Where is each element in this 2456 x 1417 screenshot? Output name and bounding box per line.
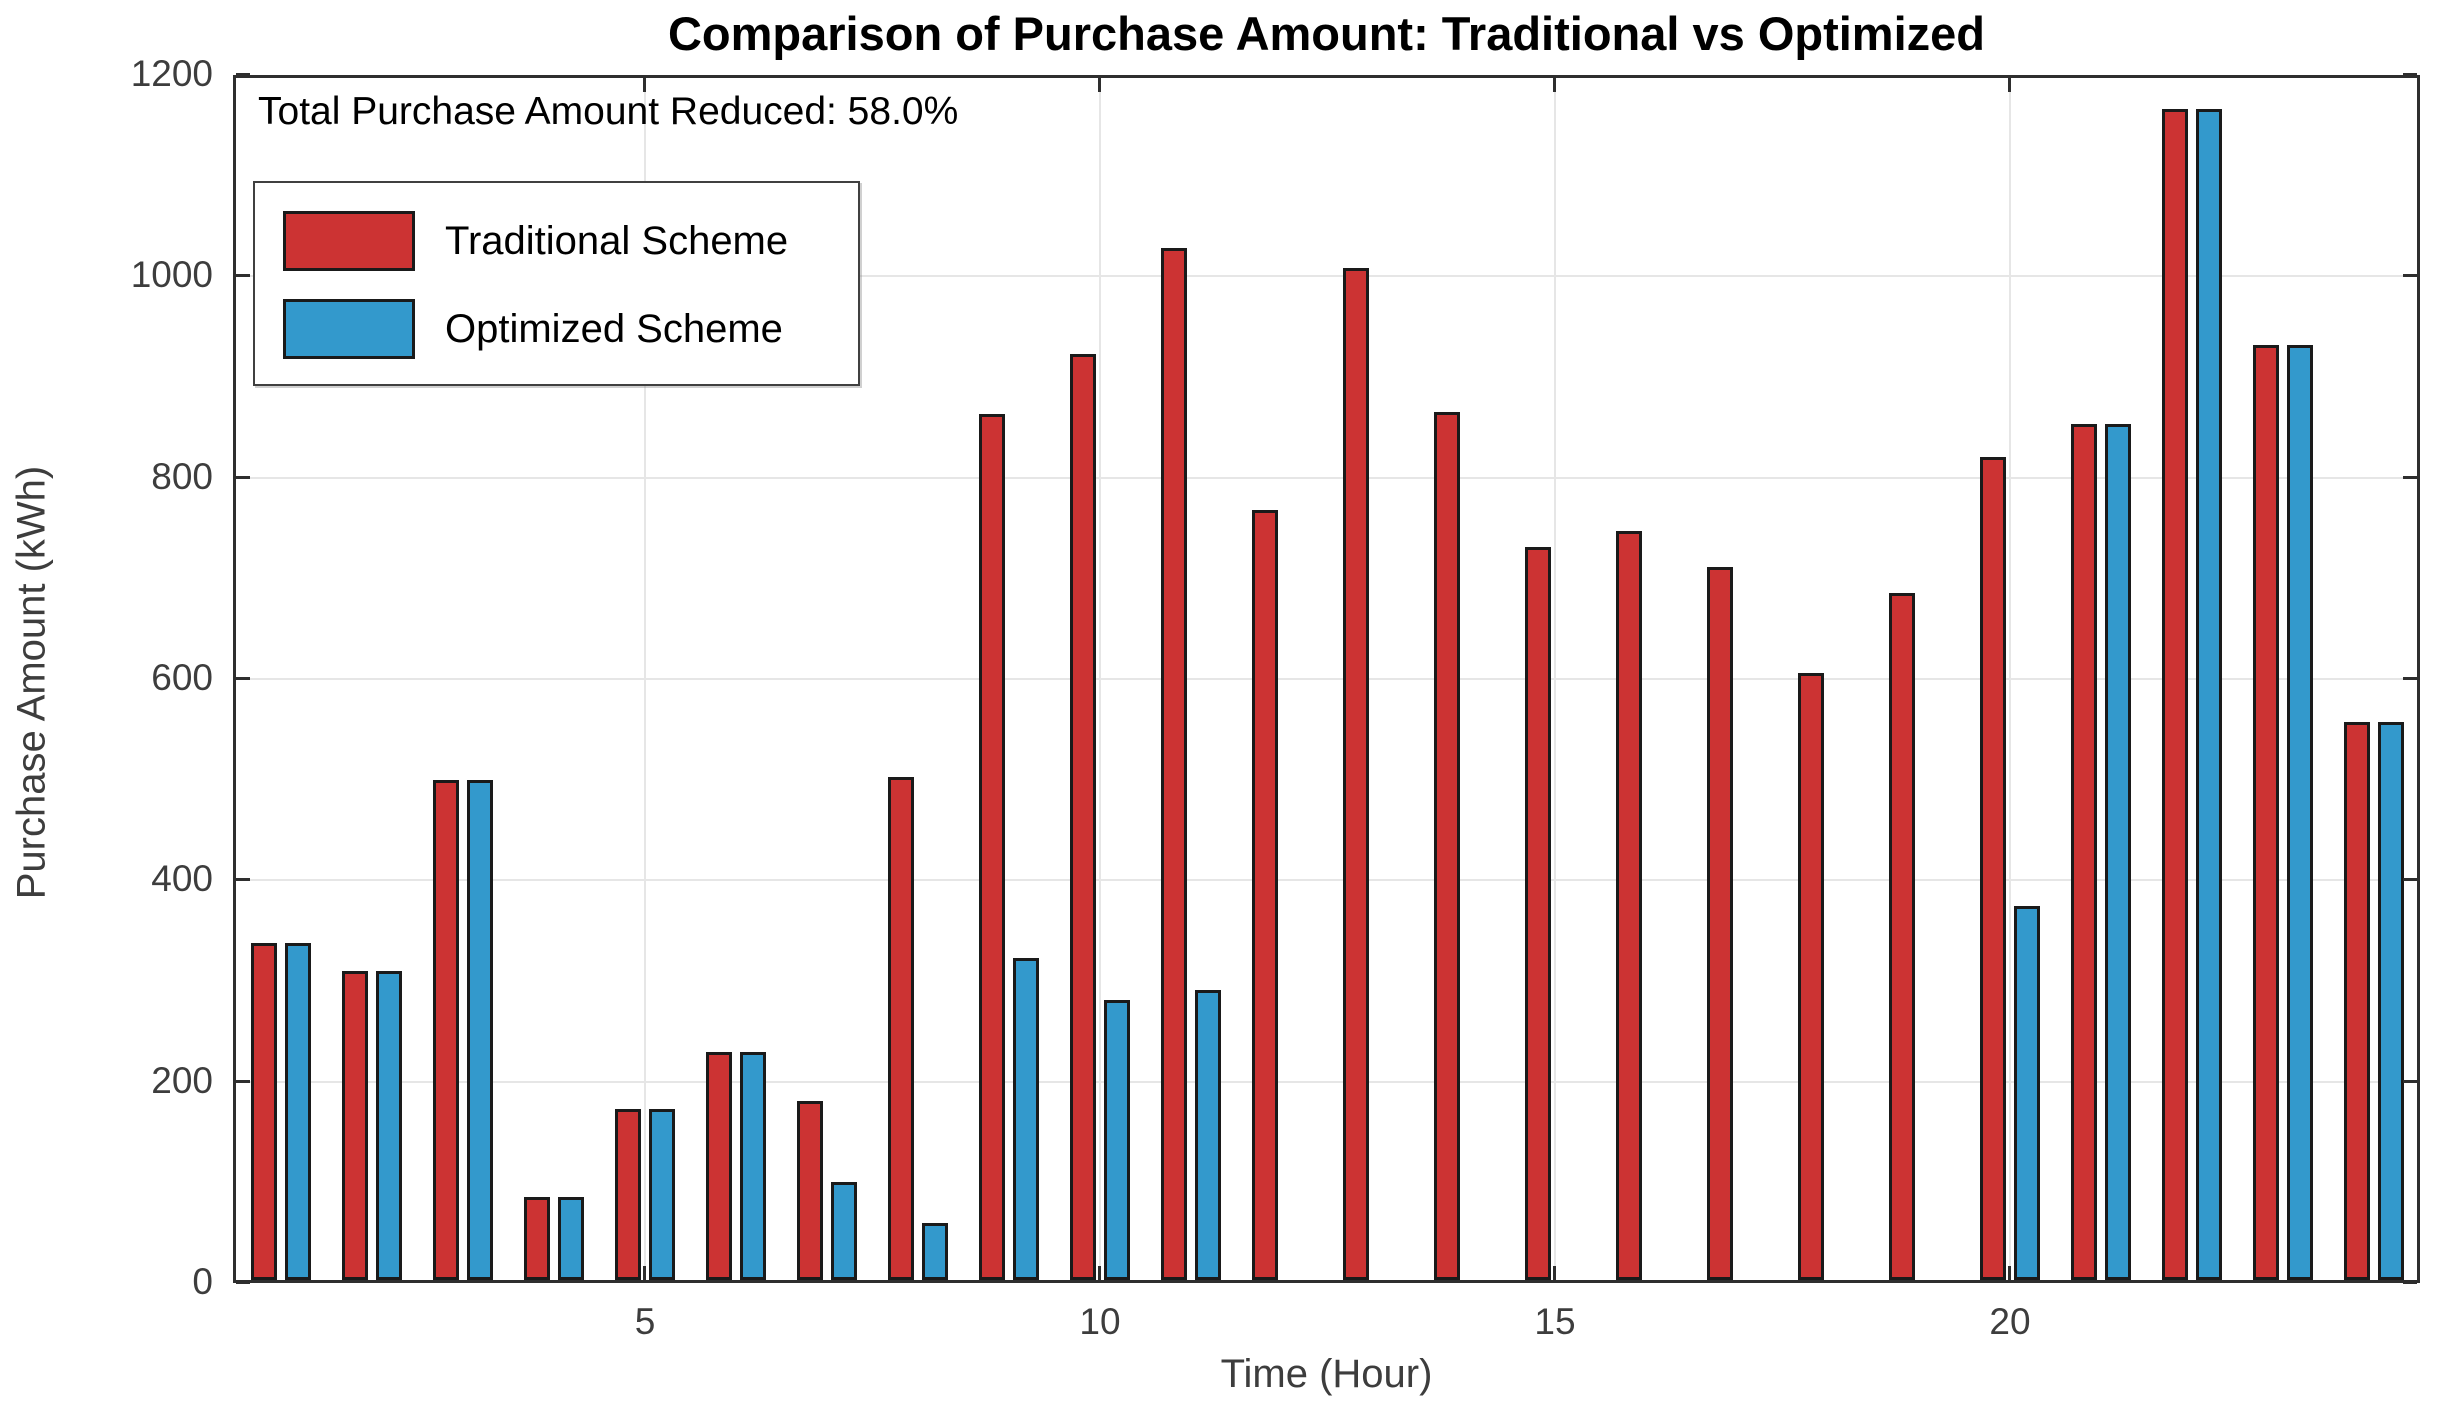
- bar-optimized-hour-3: [467, 780, 493, 1280]
- x-tick-bottom-15: [1553, 1266, 1556, 1280]
- bar-optimized-hour-4: [558, 1197, 584, 1280]
- y-tick-label-600: 600: [151, 657, 213, 698]
- x-tick-top-20: [2008, 78, 2011, 92]
- bar-optimized-hour-8: [922, 1223, 948, 1280]
- optimized-swatch-icon: [283, 299, 415, 359]
- gridline-y-800: [236, 476, 2417, 479]
- bar-traditional-hour-8: [888, 777, 914, 1280]
- plot-area: Total Purchase Amount Reduced: 58.0% Tra…: [233, 73, 2420, 1284]
- y-tick-label-400: 400: [151, 858, 213, 900]
- bar-optimized-hour-11: [1195, 990, 1221, 1280]
- y-tick-left-400: [236, 878, 250, 882]
- x-tick-label-15: 15: [1534, 1301, 1576, 1342]
- gridline-y-200: [236, 1080, 2417, 1083]
- x-tick-bottom-20: [2008, 1266, 2011, 1280]
- y-tick-label-0: 0: [192, 1261, 213, 1302]
- y-tick-left-800: [236, 475, 250, 479]
- bar-traditional-hour-23: [2253, 345, 2279, 1280]
- x-tick-top-10: [1098, 78, 1101, 92]
- legend-label-optimized: Optimized Scheme: [445, 307, 783, 351]
- y-tick-right-800: [2403, 475, 2417, 479]
- bar-traditional-hour-9: [979, 414, 1005, 1280]
- y-tick-left-1000: [236, 274, 250, 278]
- bar-traditional-hour-2: [342, 971, 368, 1280]
- legend: Traditional Scheme Optimized Scheme: [253, 181, 860, 386]
- bar-traditional-hour-14: [1434, 412, 1460, 1280]
- y-tick-right-1200: [2403, 73, 2417, 76]
- bar-traditional-hour-7: [797, 1101, 823, 1280]
- gridline-x-15: [1554, 78, 1556, 1280]
- bar-traditional-hour-6: [706, 1052, 732, 1280]
- gridline-x-5: [644, 78, 646, 1280]
- bar-traditional-hour-17: [1707, 567, 1733, 1280]
- x-tick-label-5: 5: [634, 1301, 656, 1342]
- y-tick-right-200: [2403, 1079, 2417, 1083]
- y-tick-left-0: [236, 1281, 250, 1284]
- bar-traditional-hour-12: [1252, 510, 1278, 1280]
- bar-traditional-hour-22: [2162, 109, 2188, 1280]
- y-tick-left-200: [236, 1079, 250, 1083]
- bar-traditional-hour-4: [524, 1197, 550, 1280]
- annotation-text: Total Purchase Amount Reduced: 58.0%: [258, 90, 959, 133]
- bar-traditional-hour-10: [1070, 354, 1096, 1280]
- bar-optimized-hour-7: [831, 1182, 857, 1280]
- bar-traditional-hour-13: [1343, 268, 1369, 1280]
- bar-traditional-hour-1: [251, 943, 277, 1280]
- y-tick-left-600: [236, 677, 250, 680]
- y-tick-right-0: [2403, 1281, 2417, 1284]
- x-tick-label-10: 10: [1079, 1301, 1121, 1342]
- y-tick-right-400: [2403, 878, 2417, 882]
- bar-optimized-hour-5: [649, 1109, 675, 1280]
- gridline-y-600: [236, 678, 2417, 680]
- gridline-y-400: [236, 879, 2417, 882]
- y-tick-label-1200: 1200: [130, 53, 213, 94]
- x-tick-top-15: [1553, 78, 1556, 92]
- bar-optimized-hour-9: [1013, 958, 1039, 1280]
- bar-traditional-hour-5: [615, 1109, 641, 1280]
- bar-optimized-hour-23: [2287, 345, 2313, 1280]
- bar-optimized-hour-6: [740, 1052, 766, 1280]
- bar-optimized-hour-22: [2196, 109, 2222, 1280]
- bar-traditional-hour-21: [2071, 424, 2097, 1280]
- bar-traditional-hour-18: [1798, 673, 1824, 1280]
- bar-traditional-hour-11: [1161, 248, 1187, 1280]
- chart-title: Comparison of Purchase Amount: Tradition…: [667, 7, 1986, 60]
- bar-optimized-hour-21: [2105, 424, 2131, 1280]
- y-tick-label-1000: 1000: [130, 254, 213, 296]
- y-tick-right-600: [2403, 677, 2417, 680]
- bar-optimized-hour-10: [1104, 1000, 1130, 1280]
- gridline-y-1000: [236, 275, 2417, 278]
- bar-optimized-hour-2: [376, 971, 402, 1280]
- bar-optimized-hour-20: [2014, 906, 2040, 1280]
- x-tick-label-20: 20: [1989, 1301, 2031, 1342]
- bar-traditional-hour-24: [2344, 722, 2370, 1280]
- x-tick-top-5: [643, 78, 646, 92]
- gridline-x-10: [1099, 78, 1101, 1280]
- traditional-swatch-icon: [283, 211, 415, 271]
- bar-traditional-hour-16: [1616, 531, 1642, 1280]
- bar-traditional-hour-20: [1980, 457, 2006, 1280]
- bar-traditional-hour-15: [1525, 547, 1551, 1280]
- legend-item-optimized: Optimized Scheme: [255, 293, 858, 365]
- bar-optimized-hour-1: [285, 943, 311, 1280]
- bar-traditional-hour-3: [433, 780, 459, 1280]
- x-tick-bottom-10: [1098, 1266, 1101, 1280]
- y-tick-label-800: 800: [151, 455, 213, 497]
- y-tick-left-1200: [236, 73, 250, 76]
- legend-item-traditional: Traditional Scheme: [255, 205, 858, 277]
- bar-optimized-hour-24: [2378, 722, 2404, 1280]
- x-tick-bottom-5: [643, 1266, 646, 1280]
- bar-traditional-hour-19: [1889, 593, 1915, 1280]
- gridline-x-20: [2009, 78, 2011, 1280]
- legend-label-traditional: Traditional Scheme: [445, 219, 789, 263]
- y-tick-right-1000: [2403, 274, 2417, 278]
- y-tick-label-200: 200: [151, 1059, 213, 1101]
- x-axis-label: Time (Hour): [1220, 1352, 1433, 1396]
